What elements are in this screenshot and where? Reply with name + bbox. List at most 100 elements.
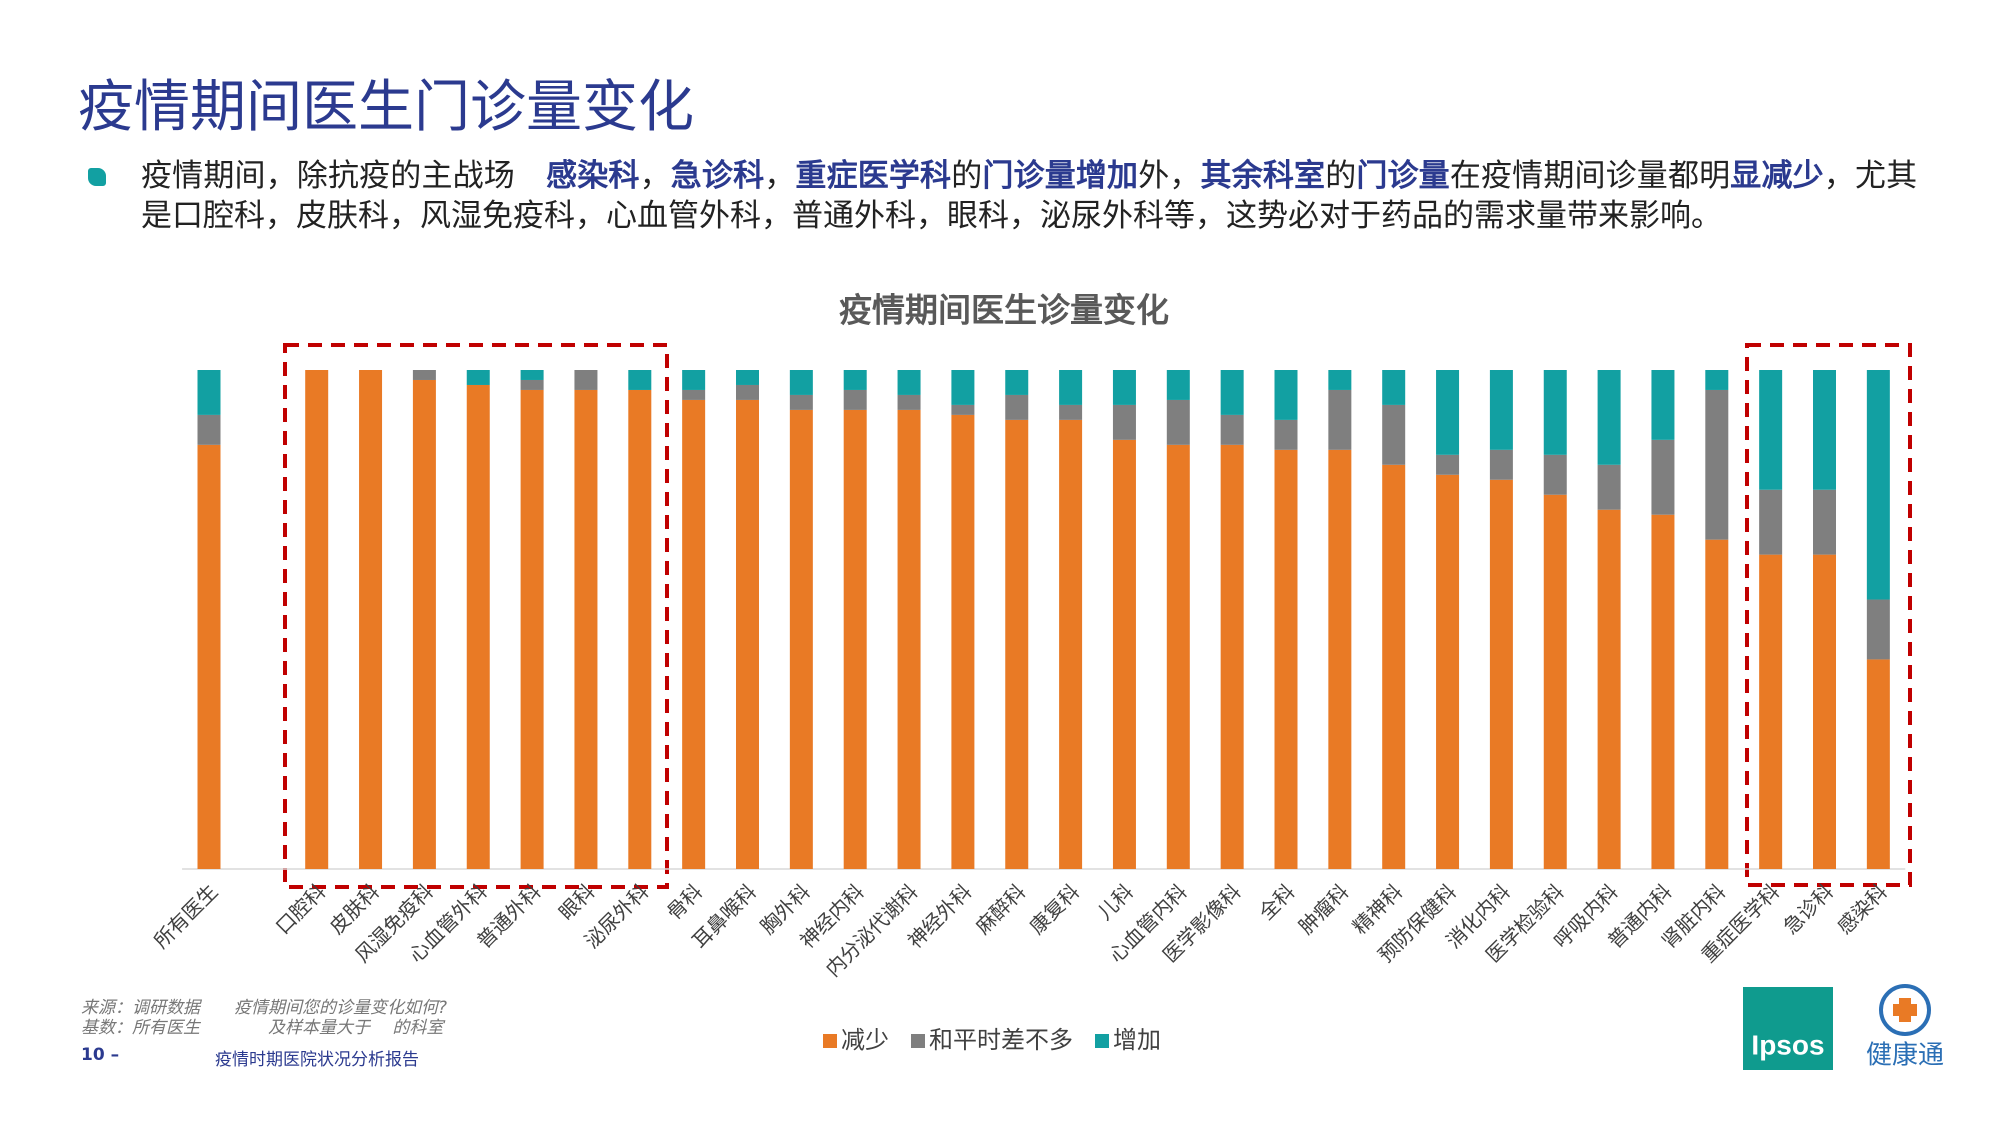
bar-segment <box>1543 454 1567 495</box>
x-tick-label: 儿科 <box>1093 879 1138 924</box>
bar-segment <box>1597 464 1621 510</box>
bar-segment <box>520 379 544 390</box>
bar-segment <box>1220 444 1244 869</box>
bar-segment <box>1705 389 1729 540</box>
bar-segment <box>1059 370 1083 405</box>
bar-segment <box>197 444 221 869</box>
bar-segment <box>1166 370 1190 400</box>
bar-segment <box>1005 394 1029 420</box>
bar-segment <box>789 409 813 869</box>
x-tick-label: 肿瘤科 <box>1294 879 1353 938</box>
bar-segment <box>1328 449 1352 869</box>
bar-segment <box>1436 474 1460 869</box>
emphasis-text: 门诊量增加 <box>982 158 1139 194</box>
bar-segment <box>1328 389 1352 450</box>
bar-segment <box>1112 370 1136 405</box>
bar-segment <box>789 370 813 395</box>
bar-segment <box>1220 414 1244 445</box>
bar-segment <box>682 399 706 869</box>
text: ， <box>764 158 796 194</box>
text: 的 <box>1325 158 1357 194</box>
bar-segment <box>1866 370 1890 600</box>
bar-segment <box>736 384 759 400</box>
report-name: 疫情时期医院状况分析报告 <box>215 1050 419 1070</box>
bar-segment <box>197 414 221 445</box>
bar-segment <box>1328 370 1352 390</box>
logo-box <box>1743 987 1833 1070</box>
bar-segment <box>1759 554 1783 869</box>
text: ，尤其是口腔科，皮肤科，风湿免疫科，心血管外科，普通外科，眼科，泌尿外科等，这势… <box>141 158 1918 234</box>
bar-segment <box>1489 449 1513 480</box>
text: 外， <box>1138 158 1201 194</box>
bar-segment <box>1651 439 1675 515</box>
bar-segment <box>897 409 921 869</box>
bullet-marker <box>88 168 106 186</box>
legend-label: 增加 <box>1113 1026 1161 1054</box>
bar-segment <box>1543 494 1567 869</box>
bar-segment <box>574 370 598 390</box>
x-tick-label: 感染科 <box>1832 879 1891 938</box>
bar-segment <box>1436 370 1460 455</box>
x-tick-label: 康复科 <box>1025 879 1084 938</box>
jkt-logo: 健康通 <box>1866 984 1944 1071</box>
bar-segment <box>520 370 544 380</box>
text: 疫情期间，除抗疫的主战场 <box>141 158 547 194</box>
legend-swatch <box>1095 1034 1109 1048</box>
slide-title: 疫情期间医生门诊量变化 <box>78 75 694 140</box>
bar-segment <box>1866 659 1890 869</box>
bar-segment <box>682 370 706 390</box>
logo-text: 健康通 <box>1866 1041 1944 1071</box>
base-note: 基数：所有医生 及样本量大于 的科室 <box>81 1018 444 1038</box>
bar-segment <box>1274 449 1298 869</box>
bar-segment <box>1489 479 1513 869</box>
bar-segment <box>1059 404 1083 420</box>
page-number: 10 – <box>81 1045 120 1065</box>
x-tick-label: 所有医生 <box>149 879 223 953</box>
bar-segment <box>1166 399 1190 445</box>
text: ， <box>639 158 671 194</box>
bar-segment <box>1112 404 1136 440</box>
logo-icon <box>1879 984 1931 1036</box>
logo-cross <box>1893 998 1917 1022</box>
highlight-box <box>283 343 669 889</box>
emphasis-text: 感染科 <box>546 158 640 194</box>
emphasis-text: 重症医学科 <box>795 158 952 194</box>
bar-segment <box>1813 370 1836 490</box>
bullet-text: 疫情期间，除抗疫的主战场 感染科，急诊科，重症医学科的门诊量增加外，其余科室的门… <box>141 156 1917 236</box>
bar-segment <box>520 389 544 869</box>
emphasis-text: 显减少 <box>1730 158 1824 194</box>
x-tick-label: 麻醉科 <box>971 879 1030 938</box>
bar-segment <box>305 370 329 869</box>
bar-segment <box>897 394 921 410</box>
logo-text: Ipsos <box>1751 1029 1824 1060</box>
bar-segment <box>1112 439 1136 869</box>
legend-label: 减少 <box>841 1026 889 1054</box>
bar-segment <box>1866 599 1890 660</box>
legend-label: 和平时差不多 <box>929 1026 1073 1054</box>
x-tick-label: 急诊科 <box>1779 879 1838 938</box>
bar-segment <box>843 409 867 869</box>
emphasis-text: 急诊科 <box>670 158 765 194</box>
bar-segment <box>1274 370 1298 420</box>
bar-segment <box>1651 514 1675 869</box>
bar-segment <box>197 370 221 415</box>
bar-segment <box>1005 370 1029 395</box>
legend-swatch <box>911 1034 925 1048</box>
legend-swatch <box>823 1034 837 1048</box>
bar-segment <box>1759 489 1783 555</box>
bar-segment <box>1436 454 1460 475</box>
bar-segment <box>1759 370 1783 490</box>
bar-segment <box>1705 539 1729 869</box>
bar-segment <box>1274 419 1298 450</box>
bar-segment <box>843 370 867 390</box>
ipsos-logo: Ipsos <box>1743 987 1833 1070</box>
bar-segment <box>1059 419 1083 869</box>
bar-segment <box>1166 444 1190 869</box>
bar-segment <box>1005 419 1029 869</box>
highlight-box <box>1745 343 1912 887</box>
bar-segment <box>897 370 921 395</box>
bar-segment <box>1382 370 1406 405</box>
bar-segment <box>736 399 759 869</box>
